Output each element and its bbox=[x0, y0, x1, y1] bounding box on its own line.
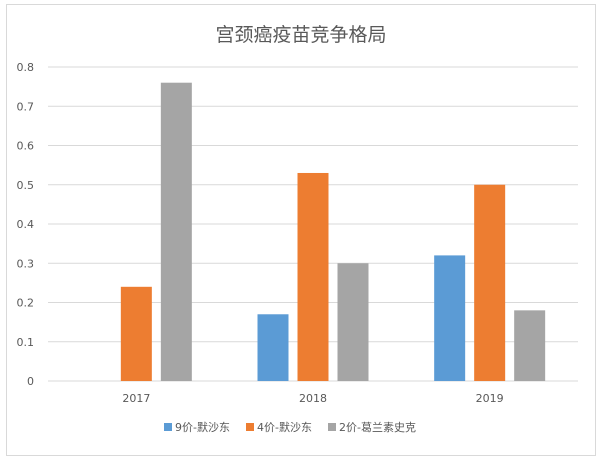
y-axis-ticks: 0 0.1 0.2 0.3 0.4 0.5 0.6 0.7 0.8 bbox=[17, 61, 35, 388]
y-tick-label: 0.8 bbox=[17, 61, 35, 74]
y-tick-label: 0.1 bbox=[17, 336, 35, 349]
y-tick-label: 0.3 bbox=[17, 257, 35, 270]
y-tick-label: 0.7 bbox=[17, 100, 35, 113]
x-tick-label: 2018 bbox=[299, 392, 327, 405]
legend-item: 4价-默沙东 bbox=[246, 421, 312, 434]
bar-2017-series-2 bbox=[160, 82, 192, 381]
chart-title: 宫颈癌疫苗竞争格局 bbox=[215, 24, 386, 46]
legend-item: 9价-默沙东 bbox=[164, 421, 230, 434]
legend-label: 9价-默沙东 bbox=[175, 421, 230, 434]
legend-swatch bbox=[328, 423, 336, 431]
bar-2018-series-1 bbox=[297, 172, 329, 381]
y-tick-label: 0.6 bbox=[17, 140, 35, 153]
legend-swatch bbox=[164, 423, 172, 431]
x-axis-ticks: 2017 2018 2019 bbox=[122, 392, 503, 405]
x-tick-label: 2019 bbox=[476, 392, 504, 405]
legend: 9价-默沙东 4价-默沙东 2价-葛兰素史克 bbox=[164, 421, 416, 434]
bar-2019-series-1 bbox=[474, 184, 506, 381]
y-tick-label: 0.2 bbox=[17, 297, 35, 310]
y-tick-label: 0.4 bbox=[17, 218, 35, 231]
y-tick-label: 0.5 bbox=[17, 179, 35, 192]
legend-label: 4价-默沙东 bbox=[257, 421, 312, 434]
legend-label: 2价-葛兰素史克 bbox=[339, 421, 416, 434]
bar-2019-series-2 bbox=[514, 310, 546, 381]
legend-item: 2价-葛兰素史克 bbox=[328, 421, 416, 434]
bar-2018-series-2 bbox=[337, 263, 369, 381]
bar-2019-series-0 bbox=[434, 255, 466, 381]
legend-swatch bbox=[246, 423, 254, 431]
y-tick-label: 0 bbox=[27, 375, 34, 388]
x-tick-label: 2017 bbox=[122, 392, 150, 405]
bar-2017-series-1 bbox=[120, 286, 152, 381]
bars bbox=[120, 82, 546, 381]
bar-2018-series-0 bbox=[257, 314, 289, 381]
